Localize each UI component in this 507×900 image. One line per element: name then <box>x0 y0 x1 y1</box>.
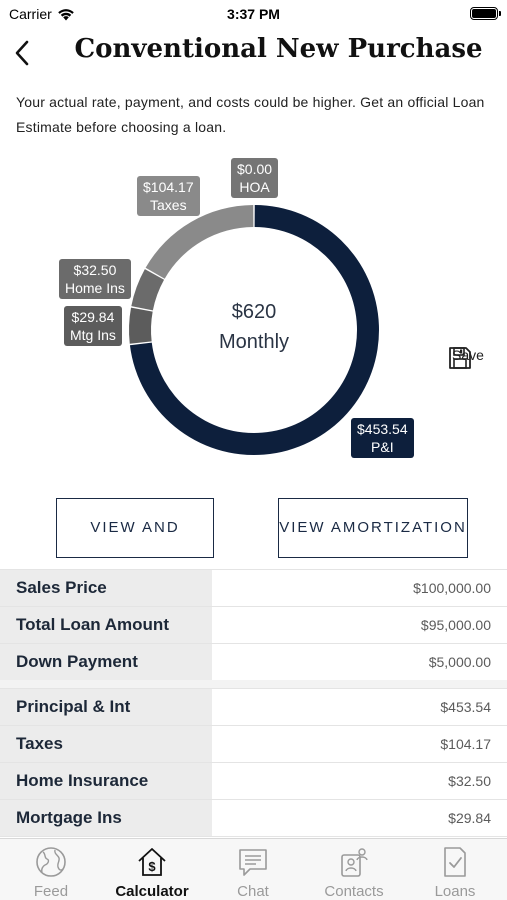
loan-details-table: Sales Price $100,000.00 Total Loan Amoun… <box>0 569 507 681</box>
table-row: Home Insurance $32.50 <box>0 763 507 800</box>
tab-loans[interactable]: Loans <box>405 845 505 900</box>
carrier-label: Carrier <box>9 6 52 22</box>
page-title: Conventional New Purchase <box>74 34 483 64</box>
slice-label-taxes: $104.17 Taxes <box>137 176 200 216</box>
tab-contacts[interactable]: Contacts <box>304 845 404 900</box>
payment-breakdown-chart: $620 Monthly $0.00 HOA $104.17 Taxes $32… <box>0 145 507 475</box>
view-amortization-button[interactable]: VIEW AMORTIZATION <box>278 498 468 558</box>
chevron-left-icon <box>15 40 29 66</box>
nav-bar: Conventional New Purchase <box>0 28 507 78</box>
slice-label-hoa: $0.00 HOA <box>231 158 279 198</box>
contacts-icon <box>341 848 368 877</box>
clock: 3:37 PM <box>227 6 280 22</box>
taxes-label: Taxes <box>150 197 187 213</box>
row-value: $5,000.00 <box>428 654 491 670</box>
hoa-label: HOA <box>239 179 270 195</box>
back-button[interactable] <box>10 38 36 68</box>
wifi-icon <box>57 8 74 20</box>
tab-label: Contacts <box>324 883 384 900</box>
tab-chat[interactable]: Chat <box>203 845 303 900</box>
tab-label: Calculator <box>115 883 189 900</box>
mtg-ins-amount: $29.84 <box>71 309 115 325</box>
view-and-share-button[interactable]: VIEW AND SHARE <box>56 498 214 593</box>
row-label: Home Insurance <box>0 763 212 799</box>
tab-label: Loans <box>434 883 476 900</box>
row-value: $453.54 <box>440 699 491 715</box>
hoa-amount: $0.00 <box>237 161 273 177</box>
row-value: $100,000.00 <box>413 580 491 596</box>
floppy-disk-icon <box>449 347 471 369</box>
table-row: Total Loan Amount $95,000.00 <box>0 607 507 644</box>
taxes-amount: $104.17 <box>143 179 194 195</box>
donut-slice-mtg-ins <box>129 307 153 344</box>
donut-slice-taxes <box>145 205 254 279</box>
tab-bar: Feed $ Calculator Chat <box>0 838 507 900</box>
battery-icon <box>470 7 501 20</box>
row-value: $32.50 <box>448 773 491 789</box>
row-label: Taxes <box>0 726 212 762</box>
table-row: Taxes $104.17 <box>0 726 507 763</box>
tab-calculator[interactable]: $ Calculator <box>102 845 202 900</box>
table-row: Down Payment $5,000.00 <box>0 644 507 681</box>
document-check-icon <box>444 847 466 877</box>
carrier-info: Carrier <box>9 6 75 22</box>
table-row: Sales Price $100,000.00 <box>0 570 507 607</box>
monthly-total-amount: $620 <box>231 301 277 323</box>
calculator-house-icon: $ <box>138 848 166 876</box>
section-divider <box>0 680 507 688</box>
table-row: Principal & Int $453.54 <box>0 689 507 726</box>
mtg-ins-label: Mtg Ins <box>70 327 116 343</box>
monthly-total-label: Monthly <box>218 331 290 353</box>
home-ins-amount: $32.50 <box>73 262 117 278</box>
slice-label-mtg-ins: $29.84 Mtg Ins <box>64 306 122 346</box>
tab-feed[interactable]: Feed <box>1 845 101 900</box>
chat-bubble-icon <box>239 849 267 876</box>
save-button[interactable]: Save <box>447 345 489 369</box>
pi-amount: $453.54 <box>357 421 408 437</box>
row-value: $104.17 <box>440 736 491 752</box>
row-label: Mortgage Ins <box>0 800 212 836</box>
row-label: Total Loan Amount <box>0 607 212 643</box>
row-value: $29.84 <box>448 810 491 826</box>
disclaimer-text: Your actual rate, payment, and costs cou… <box>16 94 485 135</box>
slice-label-pi: $453.54 P&I <box>351 418 414 458</box>
row-label: Down Payment <box>0 644 212 680</box>
globe-icon <box>36 847 66 877</box>
donut-slice-home-ins <box>131 269 165 311</box>
payment-details-table: Principal & Int $453.54 Taxes $104.17 Ho… <box>0 688 507 837</box>
slice-label-home-ins: $32.50 Home Ins <box>59 259 131 299</box>
tab-label: Chat <box>237 883 269 900</box>
pi-label: P&I <box>371 439 394 455</box>
svg-text:$: $ <box>148 859 156 874</box>
status-bar: Carrier 3:37 PM <box>0 0 507 28</box>
row-label: Sales Price <box>0 570 212 606</box>
row-value: $95,000.00 <box>420 617 491 633</box>
table-row: Mortgage Ins $29.84 <box>0 800 507 837</box>
tab-label: Feed <box>33 883 69 900</box>
home-ins-label: Home Ins <box>65 280 125 296</box>
row-label: Principal & Int <box>0 689 212 725</box>
donut-chart <box>129 205 380 455</box>
